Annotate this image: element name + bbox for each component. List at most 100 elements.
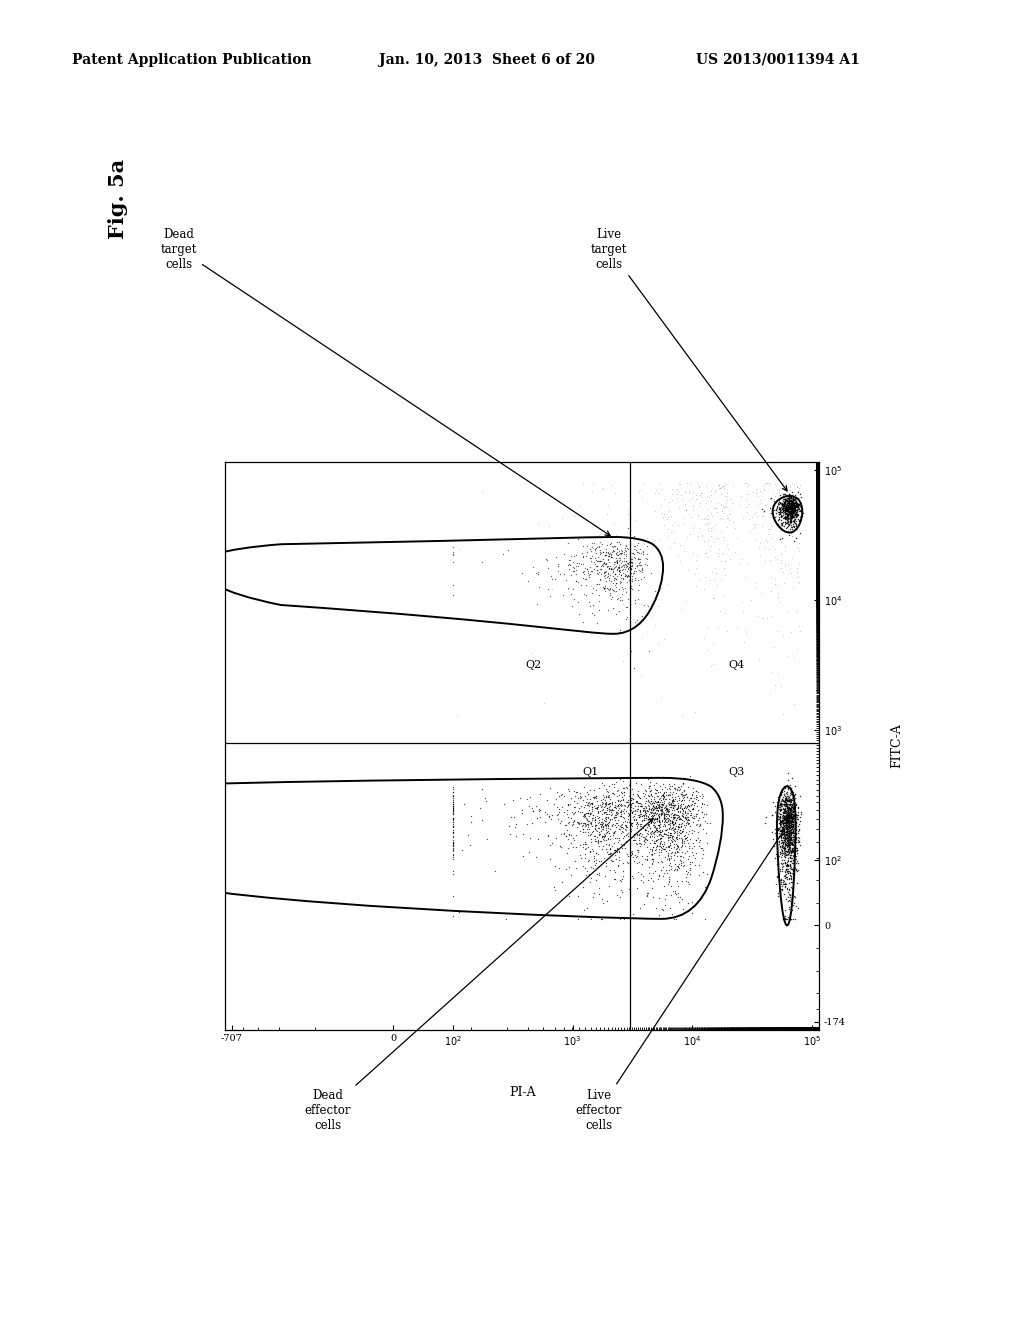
Point — [676, 541, 692, 562]
Point — [644, 849, 660, 870]
Point — [778, 789, 795, 810]
Point — [665, 789, 681, 810]
Point — [783, 507, 800, 528]
Point — [782, 814, 799, 836]
Point — [678, 828, 694, 849]
Point — [793, 523, 809, 544]
Point — [649, 595, 666, 616]
Point — [632, 554, 648, 576]
Point — [575, 812, 592, 833]
Point — [785, 784, 802, 805]
Point — [790, 566, 806, 587]
Point — [600, 545, 616, 566]
Point — [783, 807, 800, 828]
Point — [775, 801, 792, 822]
Point — [780, 488, 797, 510]
Point — [654, 796, 671, 817]
Point — [778, 498, 795, 519]
Point — [603, 558, 620, 579]
Point — [779, 508, 796, 529]
Point — [645, 775, 662, 796]
Point — [702, 535, 719, 556]
Point — [687, 814, 703, 836]
Point — [600, 549, 616, 570]
Point — [601, 829, 617, 850]
Point — [607, 862, 624, 883]
Point — [782, 503, 799, 524]
Point — [772, 512, 788, 533]
Point — [772, 785, 788, 807]
Point — [791, 832, 807, 853]
Point — [731, 495, 748, 516]
Point — [655, 805, 672, 826]
Point — [613, 550, 630, 572]
Point — [777, 888, 794, 909]
Point — [772, 836, 788, 857]
Point — [623, 812, 639, 833]
Point — [676, 830, 692, 851]
Point — [711, 545, 727, 566]
Point — [665, 880, 681, 902]
Point — [678, 499, 694, 520]
Point — [669, 841, 685, 862]
Point — [677, 807, 693, 828]
Point — [670, 826, 686, 847]
Point — [788, 841, 805, 862]
Point — [618, 565, 635, 586]
Point — [785, 814, 802, 836]
Point — [577, 564, 593, 585]
Point — [659, 846, 676, 867]
Point — [595, 552, 611, 573]
Point — [583, 556, 599, 577]
Point — [586, 541, 602, 562]
Point — [775, 908, 792, 929]
Point — [784, 508, 801, 529]
Point — [783, 850, 800, 871]
Point — [625, 788, 641, 809]
Point — [674, 834, 690, 855]
Point — [573, 787, 590, 808]
Point — [663, 807, 679, 828]
Point — [444, 585, 461, 606]
Point — [519, 788, 536, 809]
Point — [605, 783, 622, 804]
Point — [602, 577, 618, 598]
Point — [774, 490, 791, 511]
Point — [656, 791, 673, 812]
Point — [776, 792, 793, 813]
Point — [599, 780, 615, 801]
Point — [575, 776, 592, 797]
Point — [791, 510, 807, 531]
Point — [784, 507, 801, 528]
Point — [631, 807, 647, 828]
Point — [780, 808, 797, 829]
Point — [776, 488, 793, 510]
Point — [710, 616, 726, 638]
Point — [629, 609, 645, 630]
Point — [773, 824, 790, 845]
Point — [775, 490, 792, 511]
Point — [783, 878, 800, 899]
Point — [757, 536, 773, 557]
Point — [601, 822, 617, 843]
Point — [623, 562, 639, 583]
Point — [680, 849, 696, 870]
Point — [616, 577, 633, 598]
Point — [631, 829, 647, 850]
Point — [784, 845, 801, 866]
Point — [781, 825, 798, 846]
Point — [790, 496, 806, 517]
Point — [615, 651, 632, 672]
Point — [711, 478, 727, 499]
Point — [669, 859, 685, 880]
Point — [630, 557, 646, 578]
Point — [608, 549, 625, 570]
Point — [662, 774, 678, 795]
Point — [782, 502, 799, 523]
Point — [598, 814, 614, 836]
Point — [667, 812, 683, 833]
Point — [776, 495, 793, 516]
Point — [786, 797, 803, 818]
Point — [646, 581, 663, 602]
Point — [783, 805, 800, 826]
